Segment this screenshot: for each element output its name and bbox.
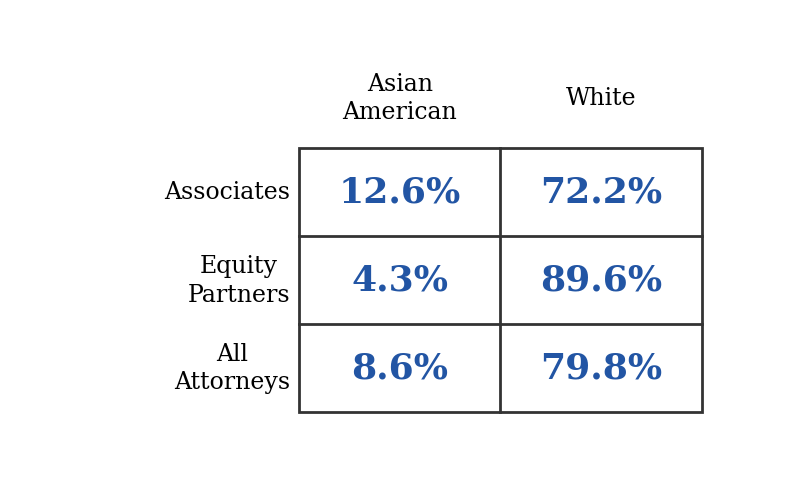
Text: 8.6%: 8.6% — [351, 351, 448, 385]
Text: 89.6%: 89.6% — [540, 264, 662, 297]
Text: Associates: Associates — [164, 181, 290, 204]
Bar — [299, 149, 702, 412]
Text: Asian
American: Asian American — [342, 72, 457, 123]
Text: All
Attorneys: All Attorneys — [174, 342, 290, 394]
Bar — [500, 236, 702, 324]
Text: Equity
Partners: Equity Partners — [187, 255, 290, 306]
Text: 12.6%: 12.6% — [339, 176, 461, 209]
Text: 4.3%: 4.3% — [351, 264, 448, 297]
Bar — [299, 149, 500, 236]
Text: White: White — [566, 86, 637, 109]
Bar — [299, 236, 500, 324]
Bar — [500, 149, 702, 236]
Text: 72.2%: 72.2% — [540, 176, 662, 209]
Text: 79.8%: 79.8% — [540, 351, 662, 385]
Bar — [299, 324, 500, 412]
Bar — [500, 324, 702, 412]
